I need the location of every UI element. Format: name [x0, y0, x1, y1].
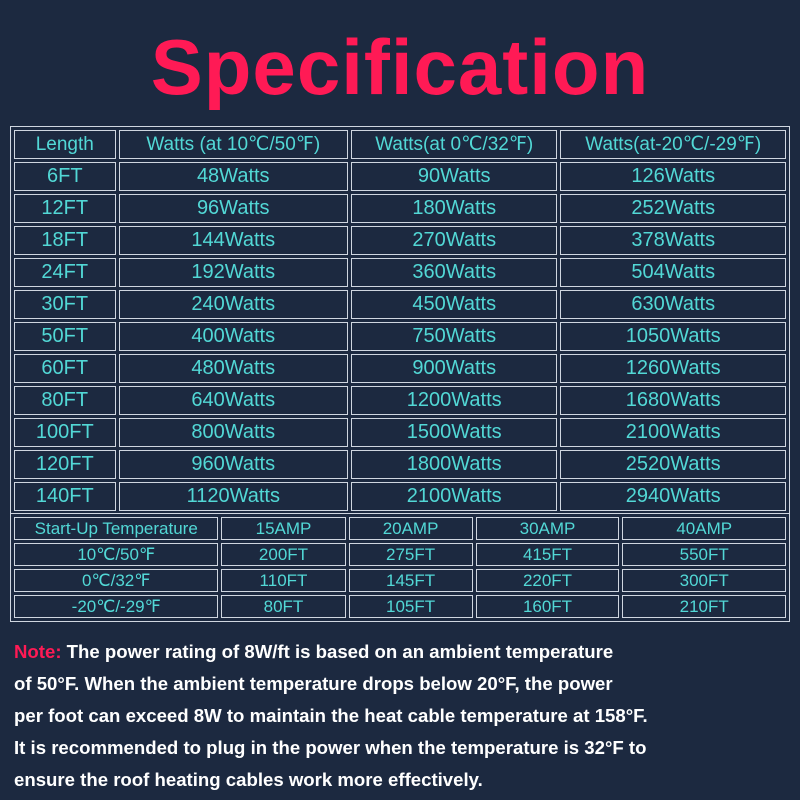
watts-cell: 900Watts: [350, 354, 558, 383]
watts-cell: 504Watts: [560, 258, 786, 287]
note-paragraph: Note: The power rating of 8W/ft is based…: [14, 636, 794, 796]
length-cell: 6FT: [14, 162, 116, 191]
watts-table: Length Watts (at 10℃/50℉) Watts(at 0℃/32…: [10, 126, 790, 515]
table-row: 18FT 144Watts 270Watts 378Watts: [14, 226, 786, 255]
table-row: 100FT 800Watts 1500Watts 2100Watts: [14, 418, 786, 447]
watts-cell: 1680Watts: [560, 386, 786, 415]
length-cell: 300FT: [622, 569, 786, 592]
table-row: 6FT 48Watts 90Watts 126Watts: [14, 162, 786, 191]
watts-cell: 1500Watts: [350, 418, 558, 447]
length-cell: 415FT: [475, 543, 620, 566]
watts-cell: 360Watts: [350, 258, 558, 287]
table-row: 50FT 400Watts 750Watts 1050Watts: [14, 322, 786, 351]
note-line: The power rating of 8W/ft is based on an…: [61, 641, 614, 662]
watts-cell: 960Watts: [118, 450, 348, 479]
table-row: 80FT 640Watts 1200Watts 1680Watts: [14, 386, 786, 415]
header-watts-10c: Watts (at 10℃/50℉): [118, 130, 348, 159]
header-20amp: 20AMP: [348, 517, 473, 540]
length-cell: 60FT: [14, 354, 116, 383]
watts-cell: 2100Watts: [560, 418, 786, 447]
length-cell: 18FT: [14, 226, 116, 255]
watts-cell: 192Watts: [118, 258, 348, 287]
watts-cell: 750Watts: [350, 322, 558, 351]
watts-cell: 1200Watts: [350, 386, 558, 415]
watts-cell: 1050Watts: [560, 322, 786, 351]
length-cell: 210FT: [622, 595, 786, 618]
length-cell: 80FT: [221, 595, 346, 618]
length-cell: 24FT: [14, 258, 116, 287]
header-30amp: 30AMP: [475, 517, 620, 540]
watts-cell: 630Watts: [560, 290, 786, 319]
length-cell: 105FT: [348, 595, 473, 618]
table-row: -20℃/-29℉ 80FT 105FT 160FT 210FT: [14, 595, 786, 618]
header-watts-minus20c: Watts(at-20℃/-29℉): [560, 130, 786, 159]
watts-cell: 90Watts: [350, 162, 558, 191]
length-cell: 30FT: [14, 290, 116, 319]
note-label: Note:: [14, 641, 62, 662]
watts-cell: 180Watts: [350, 194, 558, 223]
header-watts-0c: Watts(at 0℃/32℉): [350, 130, 558, 159]
table-row: 12FT 96Watts 180Watts 252Watts: [14, 194, 786, 223]
temperature-cell: 10℃/50℉: [14, 543, 219, 566]
temperature-cell: 0℃/32℉: [14, 569, 219, 592]
watts-cell: 240Watts: [118, 290, 348, 319]
watts-cell: 1260Watts: [560, 354, 786, 383]
watts-cell: 126Watts: [560, 162, 786, 191]
length-cell: 12FT: [14, 194, 116, 223]
length-cell: 160FT: [475, 595, 620, 618]
length-cell: 120FT: [14, 450, 116, 479]
length-cell: 220FT: [475, 569, 620, 592]
note-line: It is recommended to plug in the power w…: [14, 737, 647, 758]
length-cell: 100FT: [14, 418, 116, 447]
table-row: 120FT 960Watts 1800Watts 2520Watts: [14, 450, 786, 479]
note-line: of 50°F. When the ambient temperature dr…: [14, 673, 613, 694]
length-cell: 550FT: [622, 543, 786, 566]
watts-cell: 2100Watts: [350, 482, 558, 511]
note-line: per foot can exceed 8W to maintain the h…: [14, 705, 648, 726]
length-cell: 140FT: [14, 482, 116, 511]
table-header-row: Length Watts (at 10℃/50℉) Watts(at 0℃/32…: [14, 130, 786, 159]
length-cell: 110FT: [221, 569, 346, 592]
header-15amp: 15AMP: [221, 517, 346, 540]
table-row: 60FT 480Watts 900Watts 1260Watts: [14, 354, 786, 383]
watts-cell: 378Watts: [560, 226, 786, 255]
length-cell: 145FT: [348, 569, 473, 592]
length-cell: 50FT: [14, 322, 116, 351]
watts-cell: 1120Watts: [118, 482, 348, 511]
watts-cell: 2940Watts: [560, 482, 786, 511]
startup-temperature-table: Start-Up Temperature 15AMP 20AMP 30AMP 4…: [10, 513, 790, 622]
watts-cell: 270Watts: [350, 226, 558, 255]
watts-cell: 252Watts: [560, 194, 786, 223]
watts-cell: 48Watts: [118, 162, 348, 191]
length-cell: 275FT: [348, 543, 473, 566]
watts-cell: 450Watts: [350, 290, 558, 319]
header-40amp: 40AMP: [622, 517, 786, 540]
watts-cell: 480Watts: [118, 354, 348, 383]
length-cell: 80FT: [14, 386, 116, 415]
table-row: 140FT 1120Watts 2100Watts 2940Watts: [14, 482, 786, 511]
watts-cell: 2520Watts: [560, 450, 786, 479]
watts-cell: 1800Watts: [350, 450, 558, 479]
watts-cell: 800Watts: [118, 418, 348, 447]
watts-cell: 640Watts: [118, 386, 348, 415]
table-row: 24FT 192Watts 360Watts 504Watts: [14, 258, 786, 287]
note-line: ensure the roof heating cables work more…: [14, 769, 483, 790]
table-row: 10℃/50℉ 200FT 275FT 415FT 550FT: [14, 543, 786, 566]
table-header-row: Start-Up Temperature 15AMP 20AMP 30AMP 4…: [14, 517, 786, 540]
table-row: 0℃/32℉ 110FT 145FT 220FT 300FT: [14, 569, 786, 592]
length-cell: 200FT: [221, 543, 346, 566]
watts-cell: 400Watts: [118, 322, 348, 351]
page-title: Specification: [150, 23, 650, 111]
header-startup-temperature: Start-Up Temperature: [14, 517, 219, 540]
header-length: Length: [14, 130, 116, 159]
temperature-cell: -20℃/-29℉: [14, 595, 219, 618]
watts-cell: 144Watts: [118, 226, 348, 255]
table-row: 30FT 240Watts 450Watts 630Watts: [14, 290, 786, 319]
watts-cell: 96Watts: [118, 194, 348, 223]
